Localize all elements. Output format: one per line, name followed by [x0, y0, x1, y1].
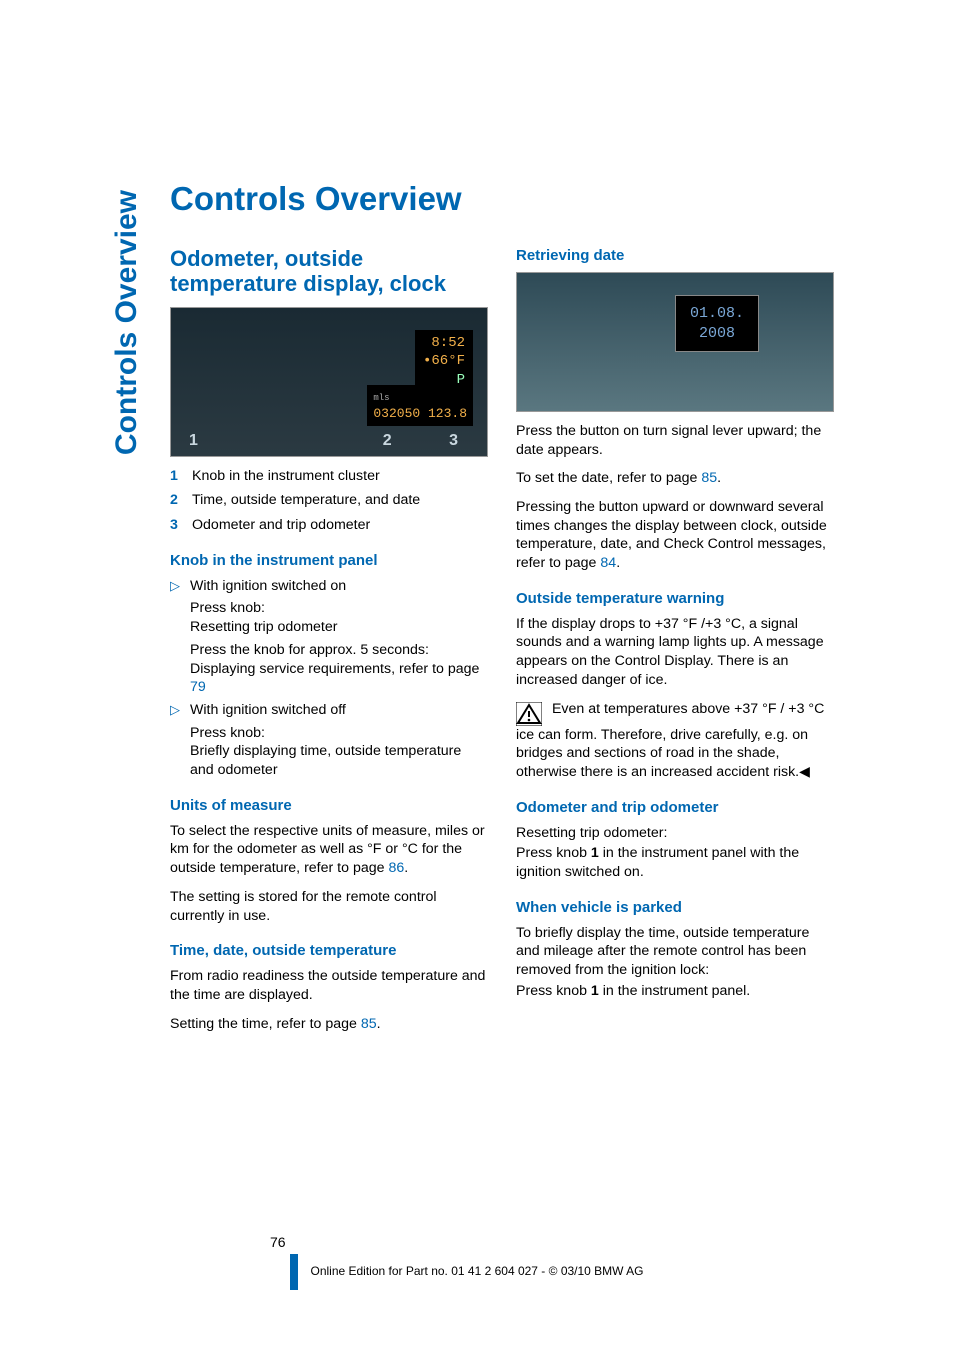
park-text2: Press knob 1 in the instrument panel. — [516, 982, 834, 1001]
odo-text2: Press knob 1 in the instrument panel wit… — [516, 844, 834, 881]
end-marker-icon: ◀ — [799, 764, 810, 780]
side-tab-label: Controls Overview — [110, 190, 144, 455]
warning-text1: If the display drops to +37 °F /+3 °C, a… — [516, 615, 834, 690]
page-link-84[interactable]: 84 — [600, 555, 616, 571]
odo-text1: Resetting trip odometer: — [516, 824, 834, 843]
cluster-time: 8:52 — [423, 334, 465, 352]
right-column: Retrieving date 01.08. 2008 Press the bu… — [516, 246, 834, 1043]
chapter-title: Controls Overview — [170, 180, 834, 218]
content-columns: Odometer, outside temperature display, c… — [170, 246, 834, 1043]
legend-item: 1Knob in the instrument cluster — [170, 467, 488, 486]
sub-heading-retrieving: Retrieving date — [516, 246, 834, 266]
sub-heading-warning: Outside temperature warning — [516, 589, 834, 609]
units-text: To select the respective units of measur… — [170, 822, 488, 878]
knob-list: ▷ With ignition switched on Press knob: … — [170, 577, 488, 780]
page-number: 76 — [270, 1234, 286, 1250]
time-text1: From radio readiness the outside tempera… — [170, 967, 488, 1004]
sub-heading-knob: Knob in the instrument panel — [170, 551, 488, 571]
callout-1: 1 — [189, 430, 198, 451]
legend-item: 3Odometer and trip odometer — [170, 516, 488, 535]
warning-icon — [516, 702, 542, 726]
page-link-85b[interactable]: 85 — [701, 470, 717, 486]
date-text1: Press the button on turn signal lever up… — [516, 422, 834, 459]
park-text1: To briefly display the time, outside tem… — [516, 924, 834, 980]
time-text2: Setting the time, refer to page 85. — [170, 1015, 488, 1034]
instrument-cluster-image: 8:52 •66°F P mls 032050 123.8 1 2 3 — [170, 307, 488, 457]
section-heading-odometer: Odometer, outside temperature display, c… — [170, 246, 488, 297]
date-display-box: 01.08. 2008 — [675, 295, 759, 353]
triangle-bullet-icon: ▷ — [170, 577, 190, 697]
sub-heading-time: Time, date, outside temperature — [170, 941, 488, 961]
units-text2: The setting is stored for the remote con… — [170, 888, 488, 925]
knob-item: ▷ With ignition switched on Press knob: … — [170, 577, 488, 697]
date-text3: Pressing the button upward or downward s… — [516, 498, 834, 573]
page-link-79[interactable]: 79 — [190, 679, 206, 695]
warning-text2: Even at temperatures above +37 °F / +3 °… — [516, 701, 824, 780]
legend-item: 2Time, outside temperature, and date — [170, 491, 488, 510]
page-link-85a[interactable]: 85 — [361, 1016, 377, 1032]
callout-2: 2 — [383, 430, 392, 451]
cluster-readout: 8:52 •66°F P — [415, 330, 473, 393]
left-column: Odometer, outside temperature display, c… — [170, 246, 488, 1043]
sub-heading-units: Units of measure — [170, 796, 488, 816]
callout-3: 3 — [449, 430, 458, 451]
cluster-temp: •66°F — [423, 352, 465, 370]
cluster-odometer: mls 032050 123.8 — [367, 385, 473, 425]
legend-list: 1Knob in the instrument cluster 2Time, o… — [170, 467, 488, 535]
retrieving-date-image: 01.08. 2008 — [516, 272, 834, 412]
sub-heading-odo: Odometer and trip odometer — [516, 798, 834, 818]
footer-text: Online Edition for Part no. 01 41 2 604 … — [0, 1264, 954, 1278]
sub-heading-parked: When vehicle is parked — [516, 898, 834, 918]
page-link-86[interactable]: 86 — [388, 860, 404, 876]
triangle-bullet-icon: ▷ — [170, 701, 190, 780]
page: Controls Overview Controls Overview Odom… — [0, 0, 954, 1350]
date-text2: To set the date, refer to page 85. — [516, 469, 834, 488]
warning-block: Even at temperatures above +37 °F / +3 °… — [516, 700, 834, 782]
knob-item: ▷ With ignition switched off Press knob:… — [170, 701, 488, 780]
